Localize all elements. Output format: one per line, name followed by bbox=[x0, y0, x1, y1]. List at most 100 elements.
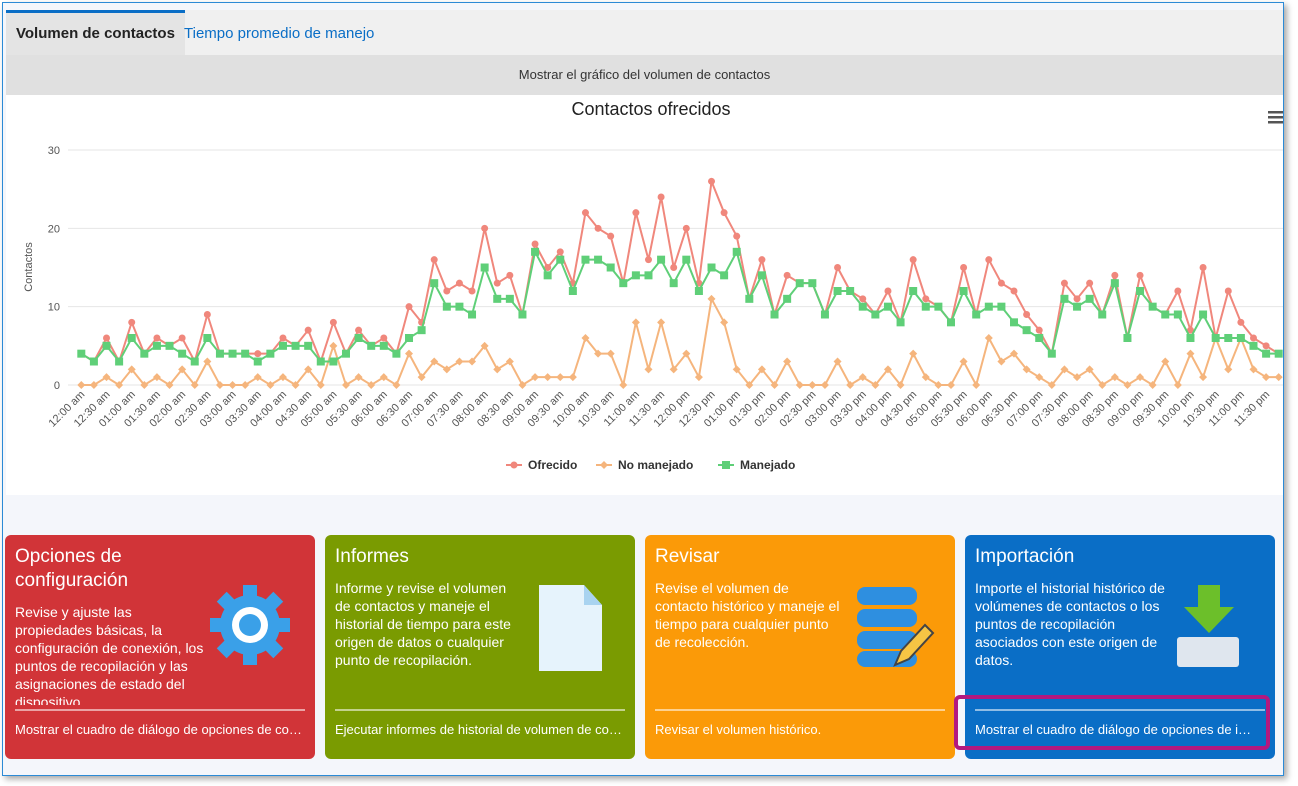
point bbox=[997, 279, 1005, 287]
point bbox=[379, 341, 388, 350]
point bbox=[644, 256, 652, 264]
point bbox=[77, 381, 86, 389]
point bbox=[1274, 373, 1283, 382]
point bbox=[291, 341, 300, 350]
point bbox=[354, 373, 363, 382]
point bbox=[103, 334, 111, 342]
divider bbox=[335, 709, 625, 711]
point bbox=[115, 381, 124, 389]
point bbox=[833, 287, 842, 295]
point bbox=[481, 224, 489, 232]
tile[interactable]: Importación Importe el historial históri… bbox=[965, 535, 1275, 759]
point bbox=[985, 256, 993, 264]
point bbox=[341, 349, 350, 358]
point bbox=[102, 341, 111, 350]
point bbox=[934, 302, 943, 311]
point bbox=[518, 310, 527, 319]
point bbox=[127, 365, 136, 374]
point bbox=[606, 349, 615, 358]
y-tick-label: 0 bbox=[54, 380, 60, 392]
point bbox=[1249, 341, 1258, 350]
point bbox=[594, 349, 603, 358]
point bbox=[568, 287, 577, 295]
point bbox=[922, 295, 930, 303]
tile-link[interactable]: Ejecutar informes de historial de volume… bbox=[335, 722, 622, 737]
point bbox=[858, 302, 867, 311]
point bbox=[468, 357, 477, 366]
tile-text: Informe y revise el volumen de contactos… bbox=[335, 580, 511, 668]
point bbox=[1274, 349, 1283, 358]
point bbox=[279, 334, 287, 342]
point bbox=[1262, 342, 1270, 350]
point bbox=[140, 381, 149, 389]
point bbox=[1136, 373, 1145, 382]
point bbox=[783, 271, 791, 279]
point bbox=[1085, 365, 1094, 374]
point bbox=[783, 357, 792, 366]
point bbox=[329, 357, 338, 366]
point bbox=[1224, 365, 1233, 374]
point bbox=[708, 177, 716, 185]
tile-link[interactable]: Revisar el volumen histórico. bbox=[655, 722, 822, 737]
download-icon bbox=[1177, 585, 1239, 667]
point bbox=[871, 381, 880, 389]
point bbox=[304, 326, 312, 334]
point bbox=[1173, 310, 1182, 319]
point bbox=[1211, 334, 1220, 342]
point bbox=[997, 302, 1006, 311]
point bbox=[215, 349, 224, 358]
point bbox=[694, 287, 703, 295]
point bbox=[152, 373, 161, 382]
chart-toggle[interactable]: Mostrar el gráfico del volumen de contac… bbox=[6, 55, 1283, 95]
point bbox=[1085, 294, 1094, 303]
tile[interactable]: Informes Informe y revise el volumen de … bbox=[325, 535, 635, 759]
point bbox=[682, 255, 691, 264]
document-icon bbox=[539, 585, 602, 671]
point bbox=[921, 302, 930, 311]
point bbox=[1224, 334, 1233, 342]
point bbox=[215, 381, 224, 389]
point bbox=[417, 373, 426, 382]
point bbox=[858, 373, 867, 382]
tile-link[interactable]: Mostrar el cuadro de diálogo de opciones… bbox=[975, 722, 1252, 737]
point bbox=[984, 302, 993, 311]
point bbox=[165, 341, 174, 350]
point bbox=[795, 381, 804, 389]
point bbox=[1123, 381, 1132, 389]
tile-link[interactable]: Mostrar el cuadro de diálogo de opciones… bbox=[15, 722, 302, 737]
point bbox=[1199, 264, 1207, 271]
point bbox=[178, 365, 187, 374]
point bbox=[442, 302, 451, 311]
point bbox=[1098, 310, 1107, 319]
menu-icon[interactable] bbox=[1268, 111, 1283, 124]
point bbox=[1073, 373, 1082, 382]
tab[interactable]: Tiempo promedio de manejo bbox=[184, 25, 375, 42]
point bbox=[241, 349, 250, 358]
point bbox=[1086, 279, 1094, 287]
point bbox=[531, 373, 540, 382]
point bbox=[1047, 381, 1056, 389]
point bbox=[1035, 326, 1043, 334]
point bbox=[921, 373, 930, 382]
point bbox=[909, 256, 917, 264]
point bbox=[1249, 334, 1257, 342]
point bbox=[543, 373, 552, 382]
point bbox=[304, 341, 313, 350]
tile[interactable]: Opciones de configuración Revise y ajust… bbox=[5, 535, 315, 759]
point bbox=[518, 381, 527, 389]
point bbox=[846, 381, 855, 389]
point bbox=[883, 365, 892, 374]
point bbox=[1010, 287, 1018, 295]
point bbox=[795, 279, 804, 288]
point bbox=[884, 287, 892, 295]
tab-bar: Volumen de contactos Tiempo promedio de … bbox=[6, 10, 1283, 55]
point bbox=[341, 381, 350, 389]
point bbox=[102, 373, 111, 382]
tab[interactable]: Volumen de contactos bbox=[6, 10, 185, 55]
point bbox=[657, 255, 666, 264]
point bbox=[405, 303, 413, 311]
point bbox=[669, 279, 678, 288]
tile[interactable]: Revisar Revise el volumen de contacto hi… bbox=[645, 535, 955, 759]
point bbox=[405, 334, 414, 342]
